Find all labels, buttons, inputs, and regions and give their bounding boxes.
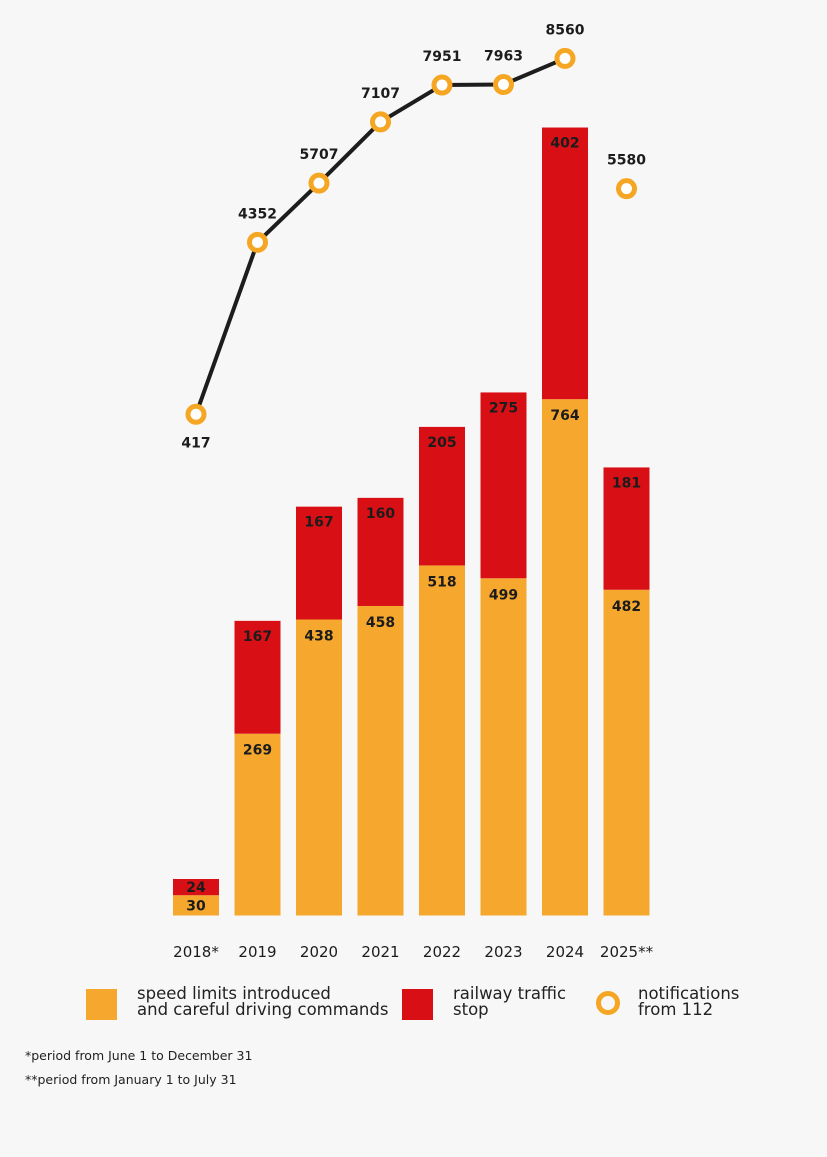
legend: speed limits introduced and careful driv… <box>86 984 806 1026</box>
footnote-1: *period from June 1 to December 31 <box>25 1048 253 1063</box>
notification-label-4: 7951 <box>423 49 462 65</box>
data-label-speed-3: 458 <box>366 615 395 631</box>
data-label-speed-5: 499 <box>489 587 518 603</box>
data-label-stop-0: 24 <box>186 880 206 896</box>
bar-speed-7 <box>603 589 650 916</box>
data-label-speed-4: 518 <box>427 574 456 590</box>
bar-speed-2 <box>296 619 342 916</box>
tick-label-x-4: 2022 <box>423 943 461 961</box>
notification-label-2: 5707 <box>300 147 339 163</box>
tick-label-x-6: 2024 <box>546 943 584 961</box>
data-label-stop-4: 205 <box>427 435 456 451</box>
bar-stop-3 <box>357 497 404 606</box>
tick-label-x-0: 2018* <box>173 943 219 961</box>
legend-item-speed: speed limits introduced and careful driv… <box>86 984 389 1020</box>
legend-item-notifications: notifications from 112 <box>589 984 740 1019</box>
ring-marker-icon <box>596 991 620 1015</box>
notification-label-3: 7107 <box>361 86 400 102</box>
notification-label-1: 4352 <box>238 206 277 222</box>
bar-stop-6 <box>542 127 588 400</box>
bar-stop-1 <box>234 620 281 734</box>
bar-speed-0 <box>173 895 219 916</box>
legend-swatch-speed <box>86 989 117 1020</box>
bar-stop-5 <box>480 392 527 579</box>
bar-speed-6 <box>542 399 588 916</box>
legend-label-speed: speed limits introduced and careful driv… <box>137 984 389 1019</box>
data-label-speed-2: 438 <box>304 628 333 644</box>
data-label-speed-0: 30 <box>186 898 206 914</box>
notification-label-6: 8560 <box>546 22 585 38</box>
tick-label-x-2: 2020 <box>300 943 338 961</box>
bar-stop-2 <box>296 506 342 620</box>
notification-marker-4 <box>431 74 453 96</box>
bar-stop-7 <box>603 467 650 590</box>
data-label-speed-1: 269 <box>243 743 272 759</box>
bar-stop-4 <box>419 426 465 566</box>
data-label-stop-2: 167 <box>304 515 333 531</box>
bar-stop-0 <box>173 879 219 896</box>
notification-marker-5 <box>493 74 514 96</box>
data-label-speed-7: 482 <box>612 599 641 615</box>
notification-marker-0 <box>185 403 207 425</box>
footnote-2: **period from January 1 to July 31 <box>25 1072 237 1087</box>
notification-marker-6 <box>554 47 576 69</box>
notification-label-5: 7963 <box>484 49 523 65</box>
tick-label-x-5: 2023 <box>484 943 522 961</box>
bar-speed-4 <box>419 565 465 916</box>
data-label-stop-7: 181 <box>612 475 641 491</box>
tick-label-x-3: 2021 <box>361 943 399 961</box>
data-label-stop-1: 167 <box>243 629 272 645</box>
notification-marker-7 <box>616 178 637 200</box>
data-label-speed-6: 764 <box>550 408 579 424</box>
bar-speed-5 <box>480 578 527 916</box>
tick-label-x-1: 2019 <box>238 943 276 961</box>
legend-item-stop: railway traffic stop <box>402 984 567 1020</box>
notification-marker-2 <box>308 172 330 194</box>
data-label-stop-6: 402 <box>550 136 579 152</box>
notification-label-7: 5580 <box>607 153 646 169</box>
legend-swatch-stop <box>402 989 433 1020</box>
tick-label-x-7: 2025** <box>600 943 654 961</box>
combined-chart: 24 30 2018* 167 269 2019 167 438 2020 160 458 2021 2… <box>173 22 654 961</box>
bar-speed-1 <box>234 733 281 916</box>
notification-marker-1 <box>247 231 268 253</box>
notification-label-0: 417 <box>181 435 210 451</box>
bar-speed-3 <box>357 605 404 916</box>
notification-marker-3 <box>370 111 391 133</box>
legend-label-stop: railway traffic stop <box>453 984 567 1019</box>
data-label-stop-3: 160 <box>366 506 395 522</box>
legend-label-notifications: notifications from 112 <box>638 984 740 1019</box>
data-label-stop-5: 275 <box>489 400 518 416</box>
